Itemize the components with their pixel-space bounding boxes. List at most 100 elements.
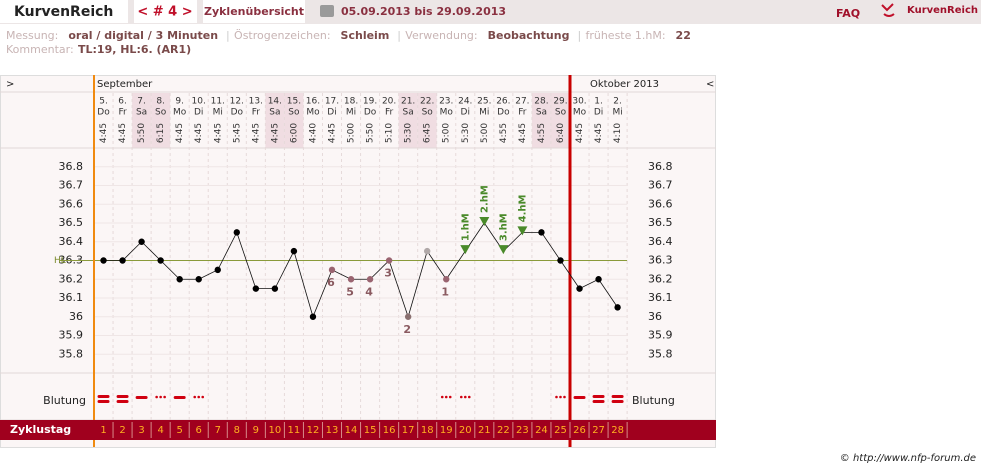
y-tick-label-right: 36.2	[648, 272, 673, 285]
bleeding-light	[563, 395, 566, 399]
field-label: früheste 1.hM:	[585, 29, 665, 42]
day-label: 26.	[496, 97, 510, 107]
separator: |	[397, 29, 401, 42]
logo[interactable]: KurvenReich	[907, 5, 978, 16]
y-tick-label: 36.7	[59, 179, 84, 192]
day-label: 12.	[230, 97, 244, 107]
day-label: 23.	[439, 97, 453, 107]
weekday-label: Sa	[403, 108, 414, 118]
comment: TL:19, HL:6. (AR1)	[78, 43, 191, 56]
nav-right: <	[706, 79, 714, 90]
low-label: 3	[384, 267, 392, 280]
time-label: 4:45	[175, 123, 185, 143]
y-tick-label-right: 35.9	[648, 329, 673, 342]
weekday-label: So	[288, 108, 300, 118]
time-label: 4:45	[118, 123, 128, 143]
time-label: 5:30	[404, 123, 414, 143]
time-label: 4:45	[270, 123, 280, 143]
bleeding-light	[163, 395, 166, 399]
temperature-point	[576, 285, 583, 292]
y-tick-label-right: 36	[648, 310, 662, 323]
temperature-point	[271, 285, 279, 292]
time-label: 6:40	[556, 123, 566, 143]
cycle-day: 3	[138, 425, 144, 436]
cycle-day: 2	[119, 425, 125, 436]
weekday-label: Di	[327, 108, 336, 118]
print-icon[interactable]	[320, 5, 334, 17]
weekday-label: Fr	[385, 108, 394, 118]
weekday-label: Di	[594, 108, 603, 118]
bleeding-heavy	[611, 395, 624, 398]
cycle-day: 22	[497, 425, 510, 436]
time-label: 4:45	[575, 123, 585, 143]
bleeding-heavy	[97, 400, 110, 403]
temperature-point	[157, 257, 164, 264]
nav-left: >	[6, 79, 14, 90]
y-tick-label: 36	[69, 310, 83, 323]
day-label: 5.	[99, 97, 108, 107]
weekday-label: Di	[461, 108, 470, 118]
weekend-shade	[151, 93, 171, 148]
day-label: 22.	[420, 97, 434, 107]
temperature-point	[119, 257, 126, 264]
cycle-day: 10	[269, 425, 282, 436]
temperature-point	[366, 276, 374, 283]
y-tick-label-right: 36.6	[648, 197, 673, 210]
chart: > <September5.Do4:456.Fr4:457.Sa5:508.So6…	[0, 75, 716, 447]
field-label: Verwendung:	[405, 29, 477, 42]
y-tick-label-right: 36.3	[648, 254, 673, 267]
cycle-day: 20	[459, 425, 472, 436]
weekday-label: Fr	[252, 108, 261, 118]
high-marker	[460, 245, 471, 255]
temperature-point	[347, 276, 355, 283]
y-tick-label: 36.4	[59, 235, 84, 248]
info: Messung: oral / digital / 3 Minuten | Östro…	[6, 29, 691, 42]
time-label: 5:50	[366, 123, 376, 143]
weekday-label: Sa	[536, 108, 547, 118]
field-value: oral / digital / 3 Minuten	[68, 29, 218, 42]
weekday-label: Mo	[173, 108, 187, 118]
time-label: 5:00	[480, 123, 490, 143]
y-tick-label-right: 35.8	[648, 347, 673, 360]
brand[interactable]: KurvenReich	[14, 4, 113, 20]
temperature-point	[614, 304, 621, 311]
weekday-label: Di	[194, 108, 203, 118]
field-label: Östrogenzeichen:	[234, 29, 331, 42]
bleeding-light	[440, 395, 444, 399]
weekday-label: Mi	[479, 108, 489, 118]
overview-link[interactable]: Zyklenübersicht	[204, 5, 304, 18]
bleeding-medium	[135, 396, 148, 399]
bleeding-light	[197, 395, 201, 399]
bleeding-heavy	[592, 400, 605, 403]
weekday-label: Do	[231, 108, 244, 118]
time-label: 4:45	[328, 123, 338, 143]
y-tick-label: 35.9	[59, 329, 84, 342]
temperature-point	[424, 247, 431, 255]
day-label: 30.	[572, 97, 586, 107]
temperature-line	[103, 222, 618, 319]
temperature-point	[214, 266, 221, 274]
weekday-label: So	[555, 108, 567, 118]
day-label: 17.	[325, 97, 339, 107]
cycle-nav[interactable]: < # 4 >	[137, 5, 192, 20]
time-label: 4:45	[213, 123, 223, 143]
month-label: September	[97, 79, 153, 90]
high-label: 1.hM	[460, 213, 471, 241]
faq-link[interactable]: FAQ	[836, 7, 860, 20]
bleeding-medium	[573, 396, 586, 399]
temperature-point	[290, 247, 298, 255]
temperature-point	[443, 276, 450, 283]
bleeding-light	[463, 395, 467, 399]
brand-box	[0, 0, 128, 23]
weekend-shade	[417, 93, 437, 148]
time-label: 5:30	[461, 123, 471, 143]
temperature-point	[252, 285, 260, 292]
bleeding-heavy	[97, 395, 110, 398]
comment-label: Kommentar:	[6, 43, 74, 56]
low-label: 2	[403, 323, 411, 336]
y-tick-label: 35.8	[59, 347, 84, 360]
weekday-label: Mo	[573, 108, 587, 118]
field-value: 22	[676, 29, 691, 42]
bleeding-light	[159, 395, 162, 399]
high-marker	[479, 217, 490, 226]
